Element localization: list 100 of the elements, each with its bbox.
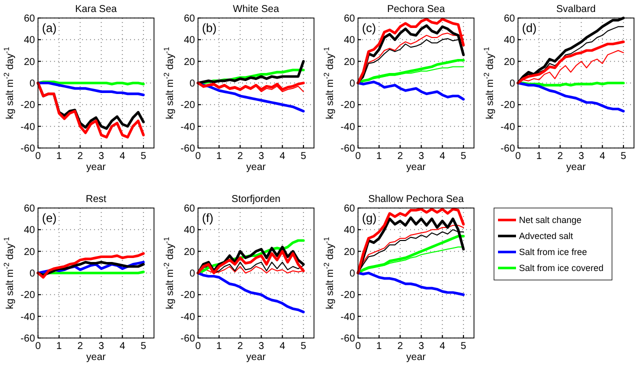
y-tick-label: 40 [504, 35, 516, 46]
y-tick-label: 60 [184, 204, 196, 214]
y-tick-label: 40 [344, 35, 356, 46]
legend-label: Salt from ice covered [519, 263, 604, 273]
x-tick-label: 3 [418, 341, 424, 352]
y-tick-label: 20 [344, 56, 356, 68]
annotation: (a) [42, 21, 57, 35]
x-axis-title: year [566, 162, 586, 173]
x-tick-label: 5 [300, 341, 307, 352]
x-tick-label: 4 [120, 151, 126, 162]
x-tick-label: 1 [216, 151, 222, 162]
y-tick-label: 20 [184, 246, 196, 258]
x-tick-label: 4 [600, 151, 606, 162]
chart-title: Storfjorden [232, 194, 280, 205]
y-tick-label: -40 [340, 122, 356, 133]
y-tick-label: -20 [180, 290, 196, 302]
x-axis-title: year [86, 352, 106, 363]
y-tick-label: -20 [340, 100, 356, 112]
x-tick-label: 4 [120, 341, 126, 352]
x-tick-label: 4 [280, 151, 286, 162]
y-tick-label: 0 [349, 268, 356, 280]
y-tick-label: -40 [20, 122, 36, 133]
annotation: (b) [202, 21, 217, 35]
x-tick-label: 5 [300, 151, 307, 162]
x-tick-label: 1 [536, 151, 542, 162]
y-tick-label: -60 [340, 334, 356, 344]
x-tick-label: 5 [460, 341, 467, 352]
y-tick-label: -20 [500, 100, 516, 112]
y-tick-label: -60 [340, 144, 356, 154]
x-tick-label: 2 [237, 341, 244, 352]
y-tick-label: -40 [500, 122, 516, 133]
chart-title: Rest [86, 194, 106, 205]
y-tick-label: 60 [24, 14, 36, 24]
annotation: (c) [362, 21, 376, 35]
y-tick-label: 0 [29, 78, 36, 90]
y-tick-label: 0 [349, 78, 356, 90]
x-tick-label: 4 [440, 341, 446, 352]
x-tick-label: 3 [578, 151, 584, 162]
x-axis-title: year [86, 162, 106, 173]
x-axis-title: year [246, 352, 266, 363]
x-tick-label: 2 [397, 151, 404, 162]
x-tick-label: 5 [460, 151, 467, 162]
y-tick-label: -40 [180, 312, 196, 323]
x-tick-label: 2 [77, 151, 84, 162]
x-tick-label: 4 [280, 341, 286, 352]
y-tick-label: -60 [180, 144, 196, 154]
x-tick-label: 4 [440, 151, 446, 162]
y-tick-label: -20 [340, 290, 356, 302]
y-tick-label: 60 [504, 14, 516, 24]
y-tick-label: 20 [24, 246, 36, 258]
chart-title: Pechora Sea [387, 4, 446, 15]
x-tick-label: 1 [376, 151, 382, 162]
y-tick-label: 20 [184, 56, 196, 68]
y-tick-label: 40 [184, 225, 196, 236]
x-tick-label: 1 [56, 341, 62, 352]
x-axis-title: year [406, 352, 426, 363]
legend-label: Net salt change [519, 215, 582, 225]
y-tick-label: -20 [20, 290, 36, 302]
y-tick-label: 20 [344, 246, 356, 258]
y-tick-label: 60 [344, 14, 356, 24]
x-tick-label: 5 [140, 341, 147, 352]
y-tick-label: -20 [180, 100, 196, 112]
y-tick-label: 40 [184, 35, 196, 46]
y-tick-label: -60 [180, 334, 196, 344]
x-tick-label: 2 [237, 151, 244, 162]
y-tick-label: 20 [24, 56, 36, 68]
annotation: (g) [362, 211, 377, 225]
y-tick-label: 40 [24, 35, 36, 46]
y-tick-label: 60 [24, 204, 36, 214]
x-tick-label: 3 [98, 341, 104, 352]
y-tick-label: 0 [189, 78, 196, 90]
y-tick-label: -60 [500, 144, 516, 154]
y-tick-label: 60 [344, 204, 356, 214]
chart-title: Shallow Pechora Sea [368, 194, 464, 205]
y-tick-label: -60 [20, 144, 36, 154]
y-tick-label: 0 [189, 268, 196, 280]
y-tick-label: 40 [24, 225, 36, 236]
annotation: (f) [202, 211, 214, 225]
x-tick-label: 1 [56, 151, 62, 162]
y-tick-label: -40 [340, 312, 356, 323]
x-tick-label: 3 [258, 151, 264, 162]
x-tick-label: 3 [98, 151, 104, 162]
x-tick-label: 2 [557, 151, 564, 162]
x-tick-label: 1 [376, 341, 382, 352]
legend-label: Salt from ice free [519, 247, 588, 257]
annotation: (e) [42, 211, 57, 225]
chart-title: Kara Sea [75, 4, 118, 15]
x-tick-label: 5 [140, 151, 147, 162]
x-tick-label: 1 [216, 341, 222, 352]
chart-title: White Sea [232, 4, 280, 15]
x-tick-label: 5 [620, 151, 627, 162]
x-tick-label: 2 [77, 341, 84, 352]
y-tick-label: 40 [344, 225, 356, 236]
y-tick-label: 0 [509, 78, 516, 90]
legend-label: Advected salt [519, 231, 574, 241]
x-axis-title: year [246, 162, 266, 173]
y-tick-label: -40 [20, 312, 36, 323]
y-tick-label: 20 [504, 56, 516, 68]
x-axis-title: year [406, 162, 426, 173]
y-tick-label: 60 [184, 14, 196, 24]
